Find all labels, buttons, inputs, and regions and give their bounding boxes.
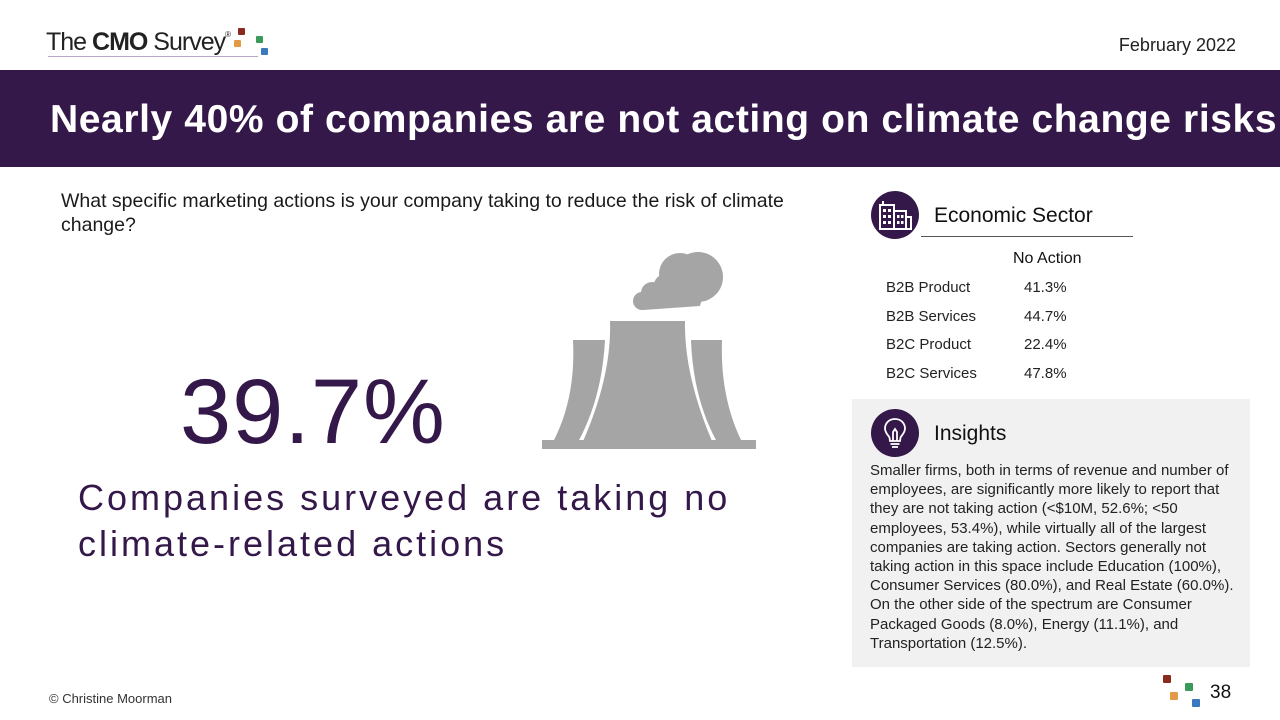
sector-value: 47.8% (1024, 365, 1067, 383)
logo-prefix: The (46, 28, 93, 56)
slide-title: Nearly 40% of companies are not acting o… (50, 98, 1278, 141)
corner-dots-icon (1160, 672, 1200, 712)
logo-dot-green (256, 36, 263, 43)
corner-dot-blue (1192, 699, 1200, 707)
logo-suffix: Survey (147, 28, 226, 56)
corner-dot-red (1163, 675, 1171, 683)
corner-dot-orange (1170, 692, 1178, 700)
logo-dot-blue (261, 48, 268, 55)
copyright-notice: © Christine Moorman (49, 691, 173, 706)
logo-underline (48, 56, 258, 57)
economic-sector-heading: Economic Sector (934, 204, 1093, 227)
sector-value: 22.4% (1024, 336, 1067, 354)
logo-wordmark: The CMO Survey® (46, 28, 231, 57)
title-bar: Nearly 40% of companies are not acting o… (0, 70, 1280, 167)
heading-underline (921, 236, 1133, 237)
lightbulb-icon (871, 409, 919, 457)
page-number: 38 (1210, 682, 1232, 703)
insights-panel (852, 399, 1250, 667)
sector-label: B2B Product (886, 279, 971, 296)
headline-percentage: 39.7% (180, 361, 446, 463)
logo-registered-mark: ® (225, 30, 231, 39)
logo-dots-icon (234, 28, 270, 58)
sector-label: B2B Services (886, 307, 977, 325)
headline-caption: Companies surveyed are taking no climate… (78, 477, 731, 564)
sector-label: B2C Services (886, 365, 977, 383)
logo-dot-red (238, 28, 245, 35)
survey-question: What specific marketing actions is your … (61, 190, 784, 236)
report-date: February 2022 (1118, 35, 1236, 55)
logo-brand: CMO (92, 28, 148, 56)
sector-value: 41.3% (1024, 279, 1067, 296)
logo-dot-orange (234, 40, 241, 47)
insights-heading: Insights (934, 422, 1007, 445)
corner-dot-green (1185, 683, 1193, 691)
sector-value: 44.7% (1024, 307, 1067, 325)
no-action-column-header: No Action (1013, 250, 1082, 267)
office-buildings-icon (871, 191, 919, 239)
cooling-tower-icon (542, 252, 756, 449)
insights-body: Smaller firms, both in terms of revenue … (870, 462, 1234, 652)
sector-label: B2C Product (886, 336, 972, 354)
